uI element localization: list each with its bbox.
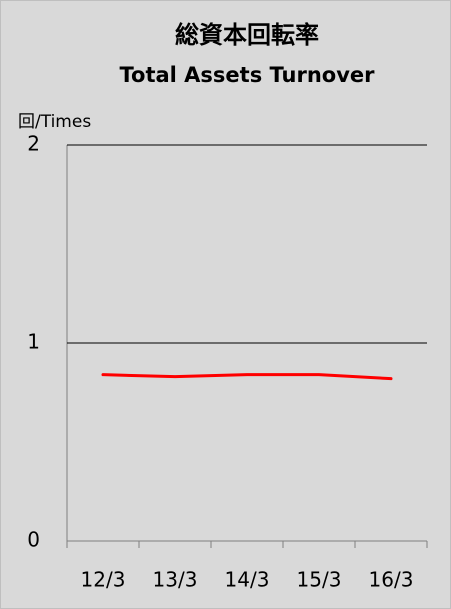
y-tick-label: 1: [27, 330, 40, 354]
line-series: [101, 373, 393, 381]
chart-title: 総資本回転率: [175, 21, 319, 49]
y-tick-label: 2: [27, 132, 40, 156]
x-tick-label: 15/3: [297, 568, 342, 592]
x-tick-label: 16/3: [369, 568, 414, 592]
x-tick-label: 13/3: [153, 568, 198, 592]
x-tick-label: 12/3: [81, 568, 126, 592]
y-axis-label: 回/Times: [18, 112, 91, 132]
chart-subtitle: Total Assets Turnover: [119, 63, 375, 87]
x-tick-label: 14/3: [225, 568, 270, 592]
y-tick-label: 0: [27, 528, 40, 552]
